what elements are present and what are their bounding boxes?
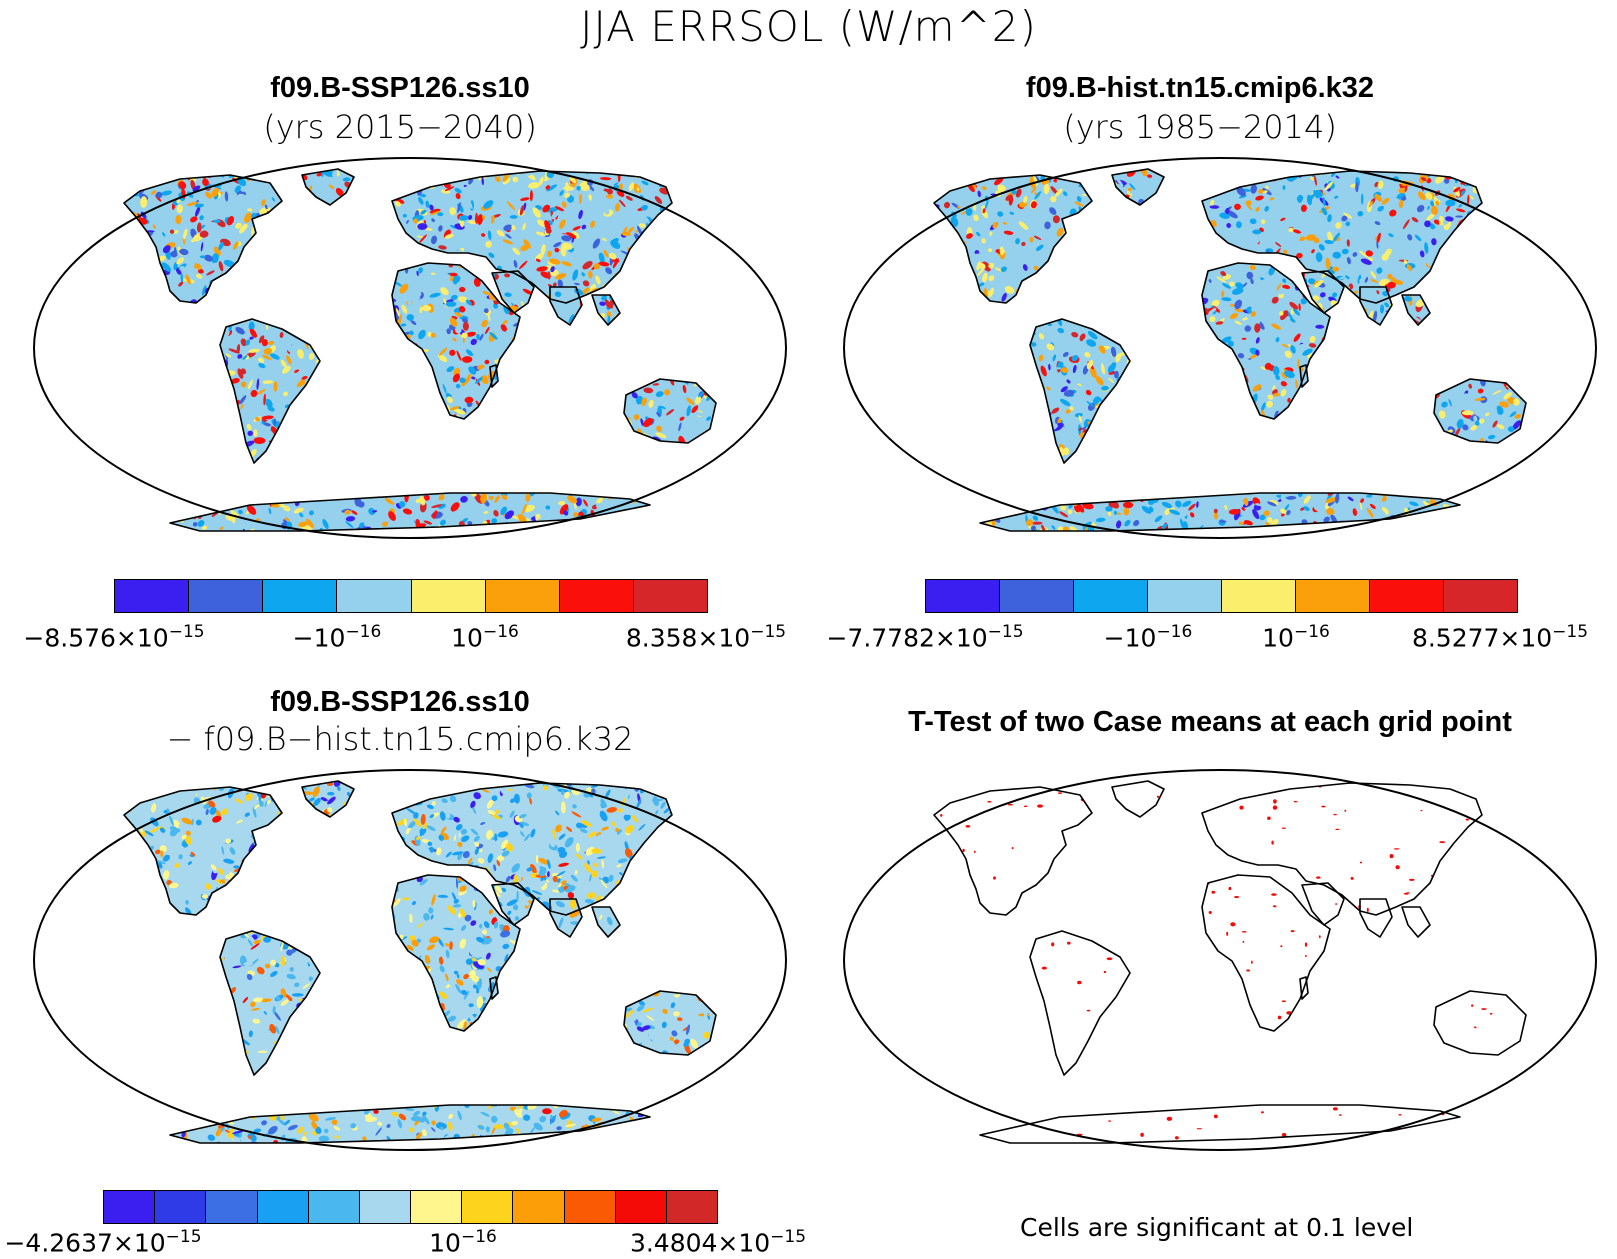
colorbar-1-label-neg: −10−16 [292, 622, 382, 653]
colorbar-swatch [189, 580, 264, 612]
colorbar-3-label-min: −4.2637×10−15 [4, 1227, 202, 1258]
colorbar-swatch [513, 1191, 565, 1223]
colorbar-panel-3 [103, 1190, 718, 1224]
colorbar-1-label-max: 8.358×10−15 [625, 622, 787, 653]
panel-3-title: f09.B-SSP126.ss10 [270, 686, 530, 718]
map-panel-1 [33, 157, 787, 539]
colorbar-2-label-min: −7.7782×10−15 [826, 622, 1024, 653]
colorbar-swatch [257, 1191, 309, 1223]
colorbar-3-label-mid: 10−16 [429, 1227, 497, 1258]
colorbar-swatch [564, 1191, 616, 1223]
panel-1-title: f09.B-SSP126.ss10 [270, 72, 530, 104]
colorbar-swatch [115, 580, 190, 612]
colorbar-swatch [411, 1191, 463, 1223]
figure-title: JJA ERRSOL (W/m^2) [580, 2, 1037, 51]
colorbar-2-label-max: 8.5277×10−15 [1411, 622, 1589, 653]
colorbar-swatch [633, 580, 707, 612]
colorbar-2-label-pos: 10−16 [1262, 622, 1330, 653]
colorbar-swatch [155, 1191, 207, 1223]
panel-1-subtitle: (yrs 2015−2040) [263, 108, 537, 146]
significance-note: Cells are significant at 0.1 level [1020, 1213, 1414, 1242]
colorbar-swatch [1296, 580, 1370, 612]
map-panel-4 [843, 769, 1597, 1151]
colorbar-panel-2 [925, 579, 1518, 613]
panel-2-title: f09.B-hist.tn15.cmip6.k32 [1025, 72, 1375, 104]
colorbar-swatch [1222, 580, 1296, 612]
colorbar-swatch [263, 580, 338, 612]
colorbar-panel-1 [114, 579, 708, 613]
map-panel-2 [843, 157, 1597, 539]
colorbar-swatch [666, 1191, 718, 1223]
colorbar-swatch [1370, 580, 1444, 612]
panel-3-subtitle: − f09.B−hist.tn15.cmip6.k32 [166, 720, 634, 758]
colorbar-swatch [308, 1191, 360, 1223]
colorbar-swatch [462, 1191, 514, 1223]
colorbar-swatch [337, 580, 412, 612]
colorbar-swatch [485, 580, 560, 612]
panel-4-title: T-Test of two Case means at each grid po… [908, 706, 1512, 738]
colorbar-swatch [559, 580, 634, 612]
colorbar-swatch [615, 1191, 667, 1223]
colorbar-1-label-pos: 10−16 [451, 622, 519, 653]
colorbar-swatch [1444, 580, 1517, 612]
map-panel-3 [33, 769, 787, 1151]
colorbar-swatch [104, 1191, 156, 1223]
colorbar-swatch [411, 580, 486, 612]
colorbar-swatch [1000, 580, 1074, 612]
panel-2-subtitle: (yrs 1985−2014) [1063, 108, 1337, 146]
colorbar-2-label-neg: −10−16 [1103, 622, 1193, 653]
colorbar-swatch [359, 1191, 412, 1223]
colorbar-swatch [1074, 580, 1148, 612]
colorbar-1-label-min: −8.576×10−15 [23, 622, 205, 653]
colorbar-3-label-max: 3.4804×10−15 [629, 1227, 807, 1258]
colorbar-swatch [926, 580, 1000, 612]
colorbar-swatch [206, 1191, 258, 1223]
colorbar-swatch [1148, 580, 1222, 612]
